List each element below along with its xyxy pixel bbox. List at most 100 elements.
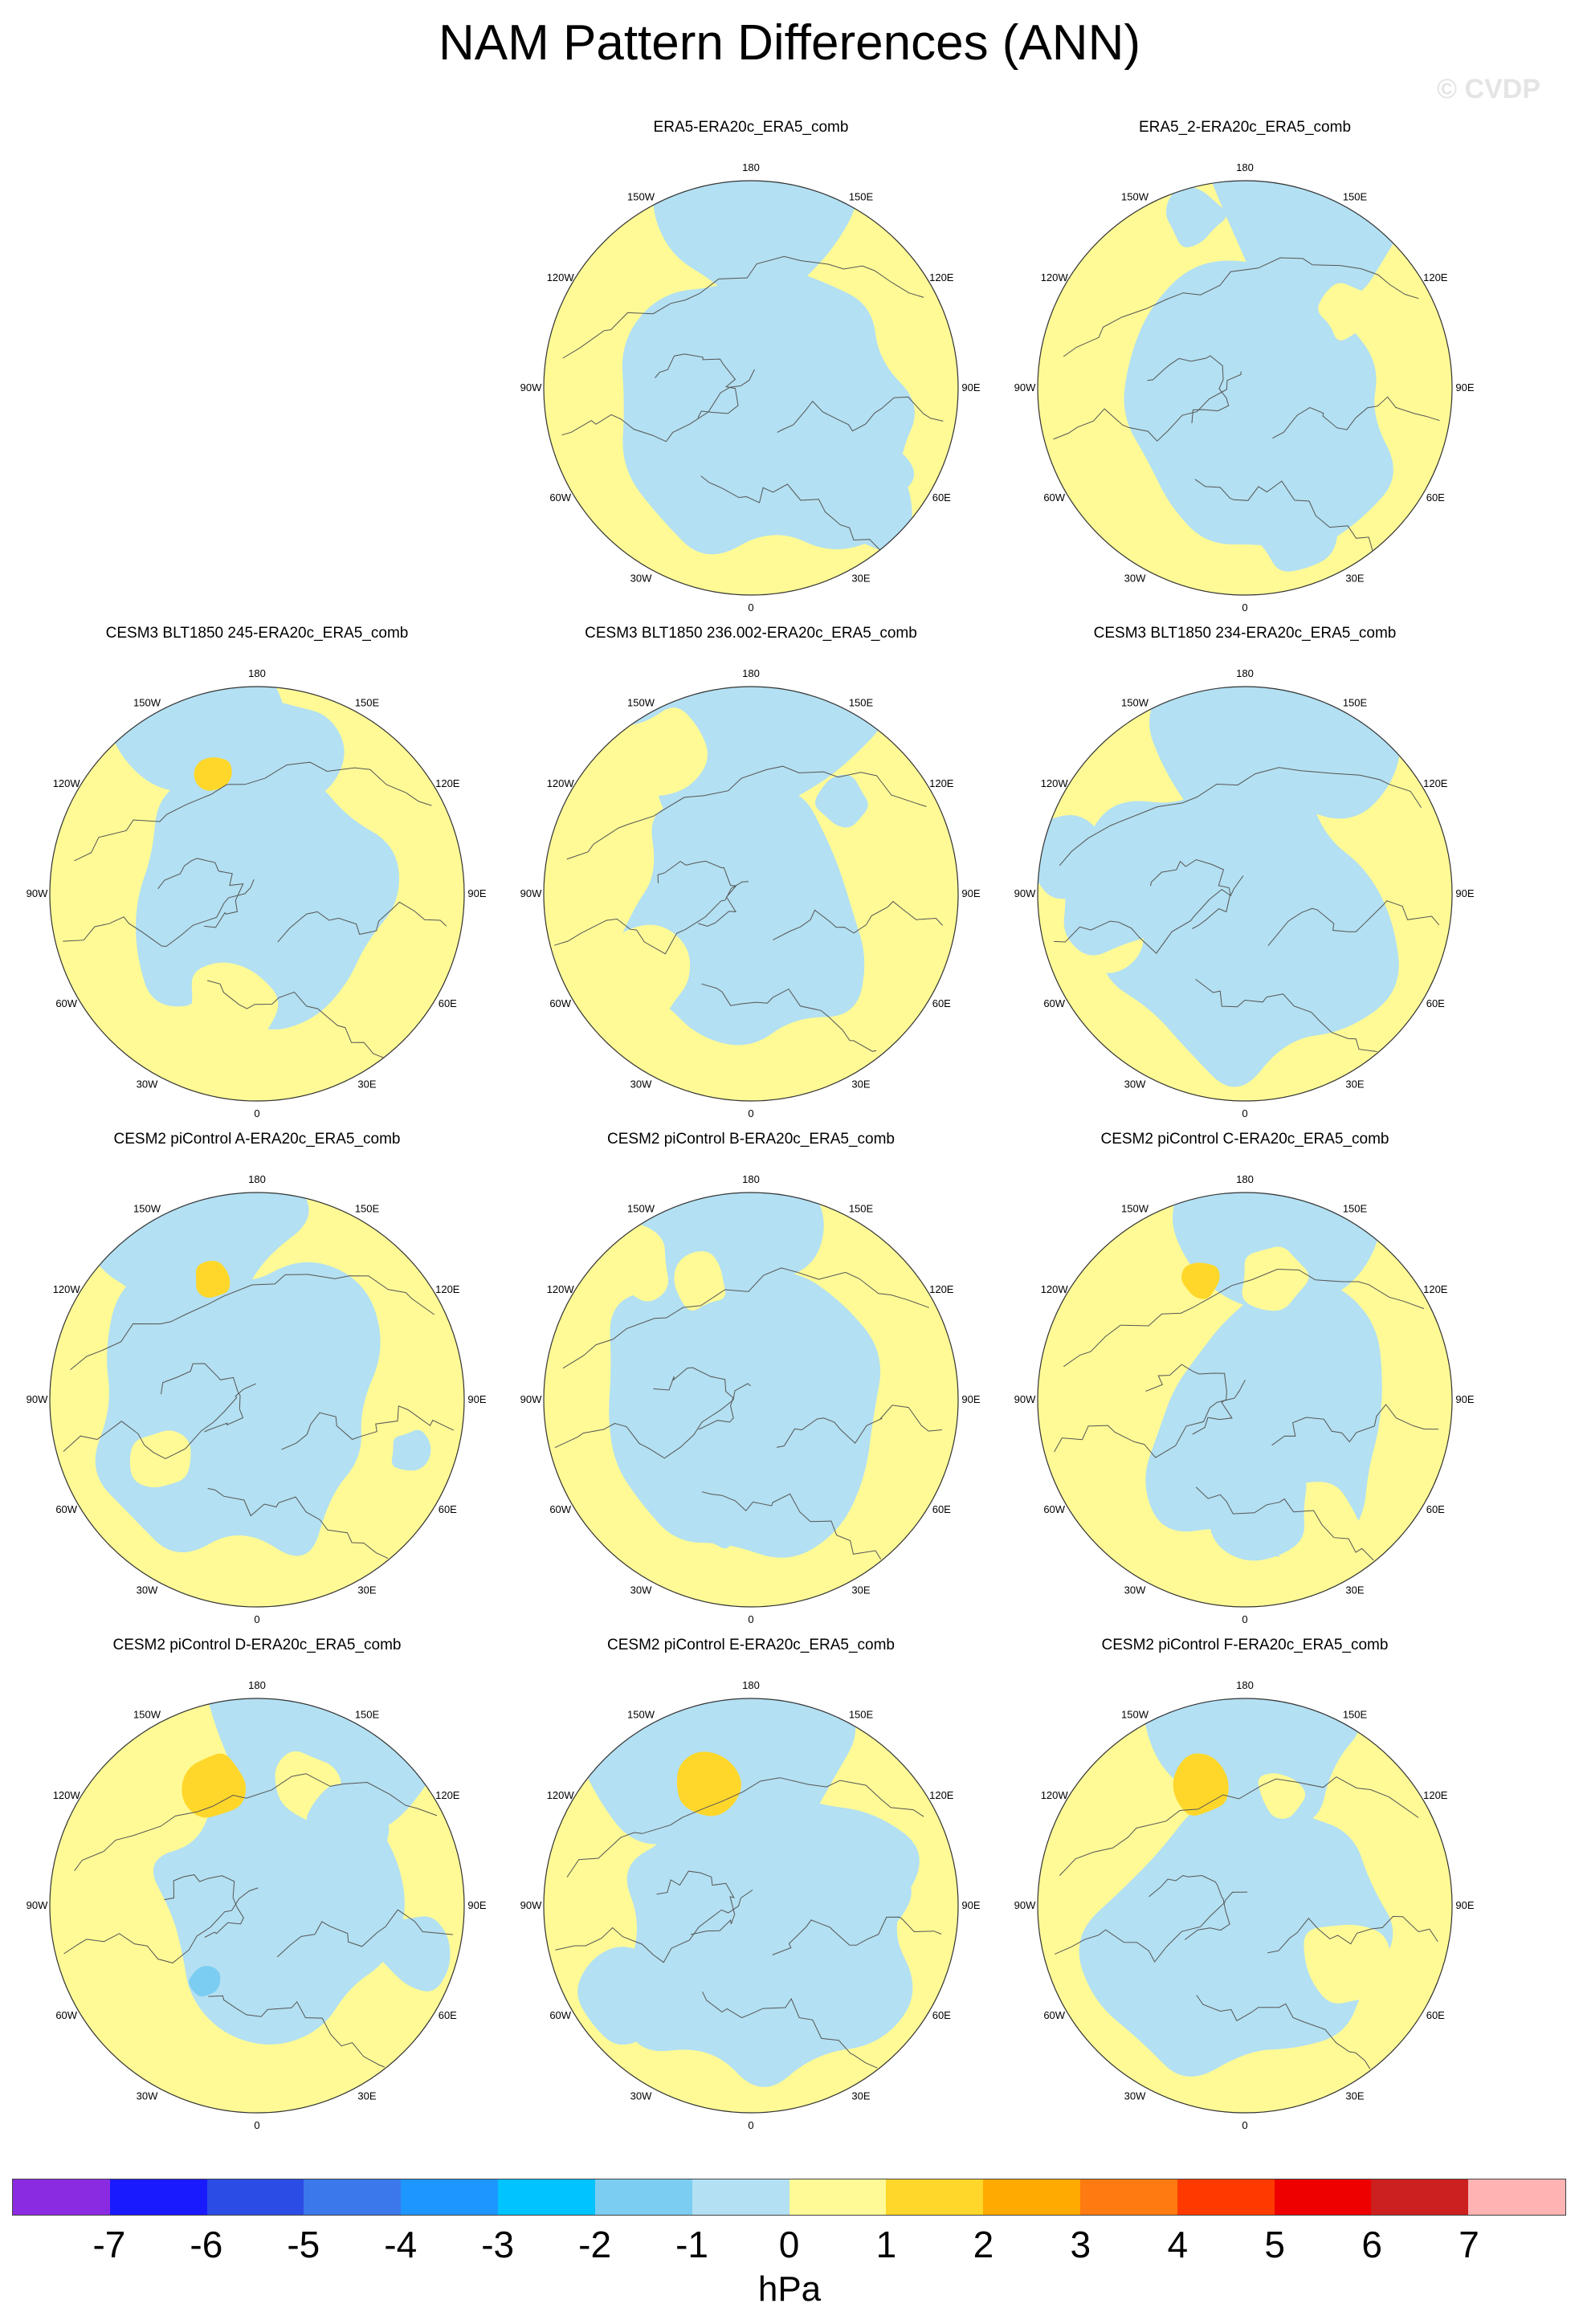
- longitude-label: 150W: [1121, 191, 1149, 203]
- longitude-label: 120W: [1041, 1283, 1069, 1295]
- longitude-label: 90E: [1455, 381, 1474, 393]
- longitude-label: 60W: [55, 1503, 77, 1515]
- longitude-label: 30W: [1124, 572, 1146, 584]
- longitude-label: 60W: [55, 997, 77, 1009]
- longitude-label: 30E: [357, 1584, 376, 1596]
- colorbar-tick-label: 2: [973, 2224, 994, 2265]
- negative-anomaly-region: [375, 1916, 451, 1992]
- positive-anomaly-region: [1304, 1924, 1394, 2004]
- longitude-label: 30W: [1124, 1584, 1146, 1596]
- longitude-label: 90W: [520, 887, 542, 899]
- colorbar-cell: [109, 2179, 207, 2215]
- longitude-label: 150W: [133, 1709, 161, 1721]
- negative-anomaly-region: [842, 439, 915, 505]
- negative-anomaly-region: [627, 1193, 824, 1322]
- map-boundary: [1037, 180, 1453, 596]
- positive-anomaly-region: [1258, 1773, 1306, 1819]
- longitude-label: 180: [1236, 667, 1254, 679]
- map-panel: CESM2 piControl F-ERA20c_ERA5_comb 180 150…: [1004, 1637, 1486, 2151]
- longitude-label: 180: [1236, 161, 1254, 173]
- colorbar: [12, 2179, 1566, 2216]
- longitude-label: 150E: [1343, 697, 1368, 709]
- longitude-label: 150E: [849, 697, 874, 709]
- longitude-label: 150W: [627, 1203, 655, 1215]
- longitude-label: 90E: [467, 887, 486, 899]
- longitude-label: 30W: [630, 1078, 652, 1090]
- map-panel: ERA5-ERA20c_ERA5_comb 180 150E 120E 90E 60E 30…: [510, 119, 992, 633]
- colorbar-cell: [1177, 2179, 1275, 2215]
- negative-anomaly-region: [653, 181, 863, 312]
- longitude-label: 120W: [1041, 777, 1069, 789]
- map-boundary: [49, 1698, 465, 2114]
- strong-positive-anomaly: [194, 757, 232, 791]
- map-panel: CESM2 piControl A-ERA20c_ERA5_comb 180 150…: [16, 1131, 498, 1645]
- longitude-label: 30W: [137, 1078, 158, 1090]
- longitude-label: 120E: [435, 777, 460, 789]
- longitude-label: 60E: [1426, 997, 1445, 1009]
- longitude-label: 0: [1242, 2119, 1247, 2131]
- longitude-label: 150E: [849, 1203, 874, 1215]
- longitude-label: 150W: [627, 191, 655, 203]
- longitude-label: 120E: [929, 777, 954, 789]
- coastlines: [1054, 767, 1440, 1052]
- colorbar-cell: [401, 2179, 499, 2215]
- longitude-label: 60W: [549, 2009, 571, 2021]
- longitude-label: 60E: [932, 1503, 951, 1515]
- colorbar-tick-label: -5: [287, 2224, 320, 2265]
- colorbar-tick-label: 0: [778, 2224, 800, 2265]
- polar-map: 180 150E 120E 90E 60E 30E 0 30W 60W 90W 120W 150W: [1014, 1679, 1475, 2131]
- longitude-label: 120W: [547, 271, 575, 283]
- longitude-label: 150E: [355, 697, 380, 709]
- longitude-label: 150W: [133, 1203, 161, 1215]
- longitude-label: 30E: [1345, 1584, 1364, 1596]
- map-boundary: [543, 180, 959, 596]
- colorbar-tick-label: 1: [875, 2224, 897, 2265]
- map-panel: CESM2 piControl C-ERA20c_ERA5_comb 180 150…: [1004, 1131, 1486, 1645]
- colorbar-units: hPa: [757, 2269, 822, 2309]
- negative-anomaly-region: [609, 1272, 881, 1558]
- longitude-label: 90E: [1455, 1899, 1474, 1911]
- longitude-label: 60E: [1426, 1503, 1445, 1515]
- longitude-label: 30E: [851, 2090, 870, 2102]
- map-boundary: [543, 686, 959, 1102]
- negative-anomaly-region: [1149, 687, 1402, 826]
- negative-anomaly-region: [1173, 1193, 1381, 1311]
- colorbar-tick-label: 4: [1167, 2224, 1189, 2265]
- colorbar-tick-label: -4: [384, 2224, 418, 2265]
- longitude-label: 120W: [547, 1789, 575, 1801]
- negative-anomaly-region: [76, 1193, 309, 1338]
- negative-anomaly-region: [306, 1784, 390, 1855]
- map-panel: CESM3 BLT1850 236.002-ERA20c_ERA5_comb 18…: [510, 625, 992, 1139]
- longitude-label: 30E: [1345, 2090, 1364, 2102]
- positive-anomaly-region: [129, 1430, 191, 1488]
- negative-anomaly-region: [829, 370, 892, 438]
- colorbar-cell: [1371, 2179, 1469, 2215]
- longitude-label: 90E: [1455, 1393, 1474, 1405]
- longitude-label: 0: [1242, 601, 1247, 614]
- longitude-label: 90W: [1014, 381, 1036, 393]
- negative-anomaly-region: [1083, 759, 1399, 1087]
- colorbar-cell: [1079, 2179, 1177, 2215]
- longitude-label: 0: [254, 1613, 259, 1625]
- longitude-label: 30E: [357, 1078, 376, 1090]
- negative-anomaly-region: [1079, 1784, 1393, 2077]
- longitude-label: 180: [742, 161, 760, 173]
- longitude-label: 0: [748, 601, 753, 614]
- negative-anomaly-region: [202, 1698, 459, 1850]
- longitude-label: 0: [254, 1107, 259, 1119]
- polar-map: 180 150E 120E 90E 60E 30E 0 30W 60W 90W 120W 150W: [520, 667, 981, 1119]
- negative-anomaly-region: [700, 1504, 741, 1549]
- longitude-label: 0: [254, 2119, 259, 2131]
- panel-title: ERA5-ERA20c_ERA5_comb: [653, 119, 849, 136]
- colorbar-tick-label: -6: [190, 2224, 223, 2265]
- colorbar-cell: [498, 2179, 595, 2215]
- longitude-label: 150E: [849, 1709, 874, 1721]
- longitude-label: 120E: [929, 1789, 954, 1801]
- map-boundary: [49, 1192, 465, 1608]
- longitude-label: 90W: [27, 887, 48, 899]
- polar-map: 180 150E 120E 90E 60E 30E 0 30W 60W 90W 120W 150W: [1014, 667, 1475, 1119]
- longitude-label: 60E: [439, 997, 457, 1009]
- colorbar-cell: [886, 2179, 984, 2215]
- longitude-label: 90E: [467, 1393, 486, 1405]
- longitude-label: 60E: [1426, 491, 1445, 504]
